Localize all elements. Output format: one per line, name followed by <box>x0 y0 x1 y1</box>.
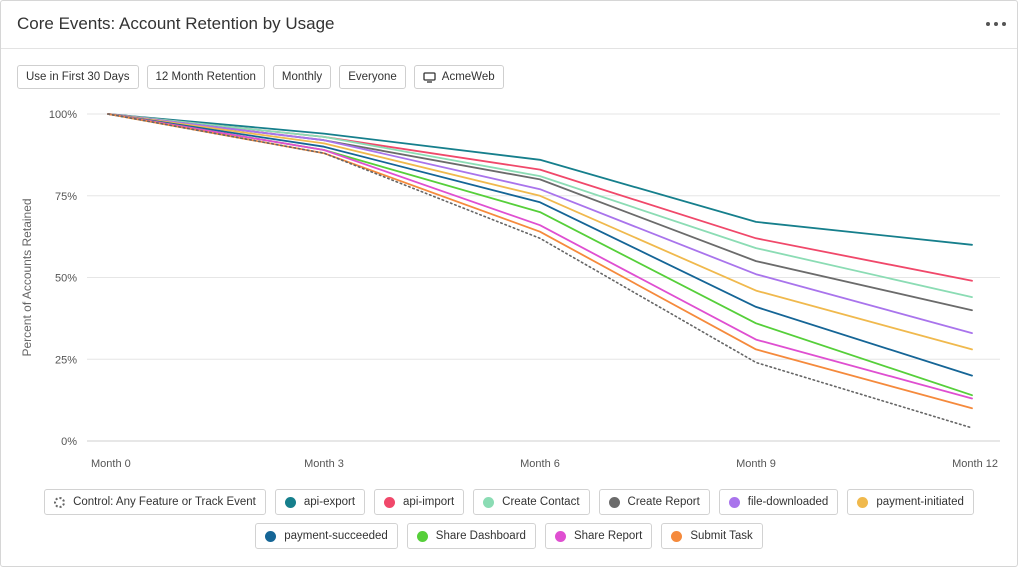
legend-label: api-export <box>303 496 356 508</box>
filter-label: AcmeWeb <box>441 71 495 83</box>
legend-label: Create Report <box>627 496 700 508</box>
card-title: Core Events: Account Retention by Usage <box>17 14 335 33</box>
monitor-icon <box>423 71 436 83</box>
series-line <box>107 113 973 377</box>
filter-app[interactable]: AcmeWeb <box>413 65 504 89</box>
x-tick-label: Month 0 <box>91 458 131 470</box>
legend-label: file-downloaded <box>747 496 829 508</box>
x-tick-label: Month 9 <box>736 458 776 470</box>
retention-line-chart: 0% 25% 50% 75% 100% Month 0 Month 3 Month 6 Mont… <box>20 109 1000 470</box>
filter-label: 12 Month Retention <box>155 71 256 83</box>
legend-swatch <box>284 496 296 508</box>
y-tick-label: 0% <box>61 436 77 448</box>
y-tick-label: 100% <box>49 109 77 121</box>
legend-swatch <box>857 496 869 508</box>
legend-label: Submit Task <box>690 530 753 542</box>
legend-item[interactable]: Share Dashboard <box>406 523 536 549</box>
y-tick-label: 25% <box>55 354 77 366</box>
legend-item[interactable]: Create Contact <box>473 489 590 515</box>
filter-bar: Use in First 30 Days 12 Month Retention … <box>17 65 504 89</box>
series-line <box>107 113 973 429</box>
series-line <box>107 113 973 299</box>
series-line <box>107 113 973 410</box>
legend-swatch <box>483 496 495 508</box>
filter-label: Everyone <box>348 71 397 83</box>
legend-item[interactable]: file-downloaded <box>718 489 839 515</box>
series-line <box>107 113 973 246</box>
legend-swatch <box>265 530 277 542</box>
filter-retention-period[interactable]: 12 Month Retention <box>146 65 265 89</box>
legend-row: Control: Any Feature or Track Event api-e… <box>0 489 1018 515</box>
filter-label: Monthly <box>281 71 323 83</box>
series-line <box>107 113 973 335</box>
x-tick-label: Month 3 <box>304 458 344 470</box>
legend-swatch <box>671 530 683 542</box>
series-line <box>107 113 973 351</box>
y-tick-label: 75% <box>55 191 77 203</box>
legend-label: payment-succeeded <box>284 530 388 542</box>
legend-swatch <box>54 496 66 508</box>
legend-item[interactable]: payment-succeeded <box>255 523 398 549</box>
more-options-icon[interactable] <box>985 15 1007 31</box>
legend-item[interactable]: Create Report <box>598 489 710 515</box>
legend-item[interactable]: Share Report <box>544 523 653 549</box>
legend-item[interactable]: Submit Task <box>661 523 763 549</box>
legend-swatch <box>554 530 566 542</box>
legend-item[interactable]: api-import <box>374 489 465 515</box>
filter-interval[interactable]: Monthly <box>272 65 332 89</box>
legend-row: payment-succeeded Share Dashboard Share Re… <box>0 523 1018 549</box>
legend-swatch <box>608 496 620 508</box>
filter-segment[interactable]: Everyone <box>339 65 406 89</box>
filter-usage-window[interactable]: Use in First 30 Days <box>17 65 139 89</box>
x-tick-label: Month 12 <box>952 458 998 470</box>
y-axis-label: Percent of Accounts Retained <box>20 198 34 356</box>
legend-item[interactable]: api-export <box>274 489 366 515</box>
legend-label: Create Contact <box>502 496 580 508</box>
legend-label: Share Dashboard <box>435 530 526 542</box>
legend-swatch <box>384 496 396 508</box>
legend-label: Control: Any Feature or Track Event <box>73 496 256 508</box>
series-line <box>107 113 973 282</box>
legend-item[interactable]: payment-initiated <box>847 489 974 515</box>
legend-label: Share Report <box>573 530 643 542</box>
legend-swatch <box>728 496 740 508</box>
y-tick-label: 50% <box>55 273 77 285</box>
legend-label: payment-initiated <box>876 496 964 508</box>
legend-swatch <box>416 530 428 542</box>
legend-label: api-import <box>403 496 455 508</box>
legend-item[interactable]: Control: Any Feature or Track Event <box>44 489 266 515</box>
card-header: Core Events: Account Retention by Usage <box>1 1 1017 49</box>
x-tick-label: Month 6 <box>520 458 560 470</box>
filter-label: Use in First 30 Days <box>26 71 130 83</box>
series-line <box>107 113 973 400</box>
